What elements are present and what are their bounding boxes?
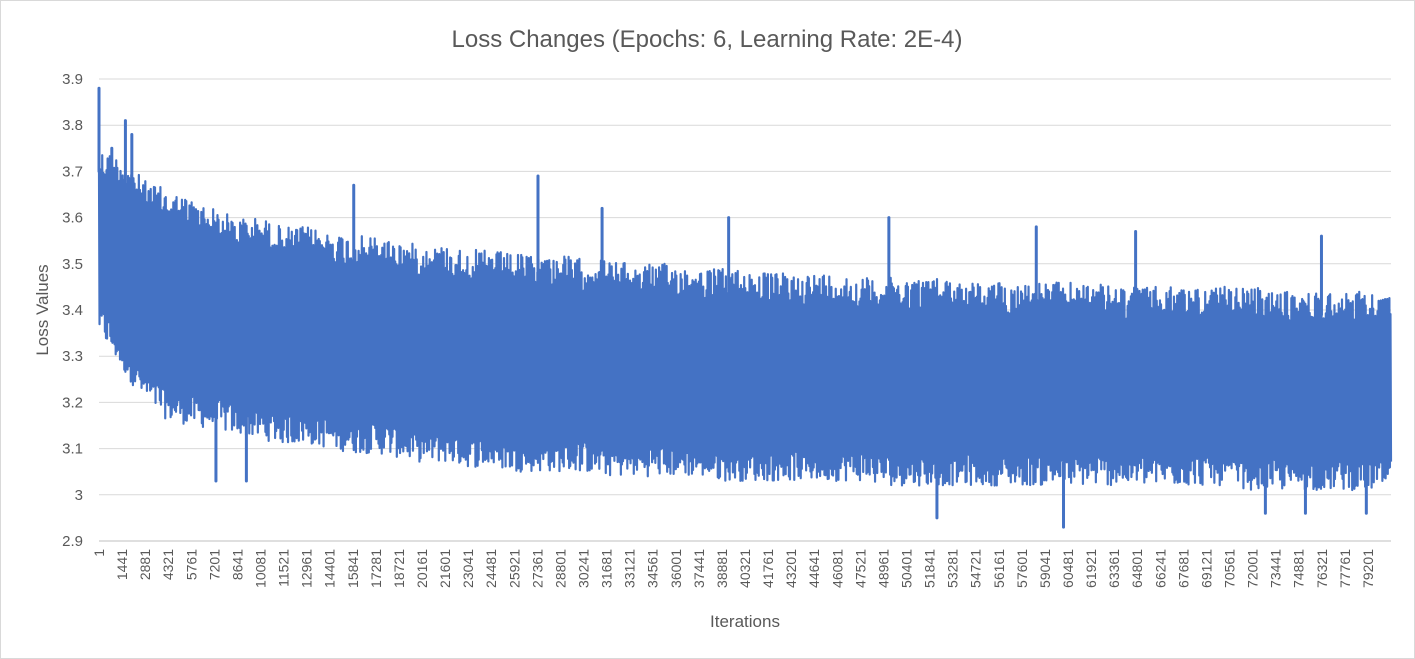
x-tick-label: 38881: [714, 549, 730, 588]
x-tick-label: 43201: [783, 549, 799, 588]
x-tick-label: 56161: [991, 549, 1007, 588]
x-tick-label: 5761: [183, 549, 199, 580]
y-tick-label: 3.3: [62, 348, 83, 365]
x-tick-label: 66241: [1152, 549, 1168, 588]
x-tick-label: 51841: [922, 549, 938, 588]
series-loss: [97, 86, 1393, 529]
x-tick-label: 30241: [576, 549, 592, 588]
y-tick-labels: 2.9 3 3.1 3.2 3.3 3.4 3.5 3.6 3.7 3.8 3.9: [62, 71, 83, 550]
y-tick-label: 2.9: [62, 533, 83, 550]
x-tick-label: 53281: [945, 549, 961, 588]
x-tick-label: 61921: [1083, 549, 1099, 588]
x-tick-label: 27361: [529, 549, 545, 588]
x-tick-label: 76321: [1314, 549, 1330, 588]
x-tick-label: 25921: [506, 549, 522, 588]
x-tick-label: 60481: [1060, 549, 1076, 588]
x-tick-label: 31681: [599, 549, 615, 588]
x-tick-label: 77761: [1337, 549, 1353, 588]
y-tick-label: 3.1: [62, 441, 83, 458]
x-tick-label: 70561: [1222, 549, 1238, 588]
x-tick-labels: 1 1441 2881 4321 5761 7201 8641 10081 11521 12961…: [91, 549, 1376, 588]
y-tick-label: 3.2: [62, 394, 83, 411]
x-tick-label: 23041: [460, 549, 476, 588]
x-tick-label: 28801: [552, 549, 568, 588]
x-tick-label: 7201: [206, 549, 222, 580]
y-axis-title: Loss Values: [33, 264, 52, 355]
x-tick-label: 10081: [253, 549, 269, 588]
y-tick-label: 3.5: [62, 256, 83, 273]
x-tick-label: 64801: [1129, 549, 1145, 588]
chart-title: Loss Changes (Epochs: 6, Learning Rate: …: [452, 26, 963, 53]
x-tick-label: 67681: [1175, 549, 1191, 588]
x-tick-label: 37441: [691, 549, 707, 588]
x-tick-label: 41761: [760, 549, 776, 588]
x-tick-label: 69121: [1198, 549, 1214, 588]
x-tick-label: 1441: [114, 549, 130, 580]
x-tick-label: 18721: [391, 549, 407, 588]
x-tick-label: 15841: [345, 549, 361, 588]
y-tick-label: 3.7: [62, 163, 83, 180]
x-tick-label: 14401: [322, 549, 338, 588]
x-tick-label: 2881: [137, 549, 153, 580]
x-tick-label: 74881: [1291, 549, 1307, 588]
x-tick-label: 21601: [437, 549, 453, 588]
x-tick-label: 50401: [899, 549, 915, 588]
x-tick-label: 34561: [645, 549, 661, 588]
y-tick-label: 3.9: [62, 71, 83, 88]
y-tick-label: 3.4: [62, 302, 83, 319]
x-tick-label: 11521: [276, 549, 292, 587]
x-tick-label: 72001: [1245, 549, 1261, 588]
y-tick-label: 3: [75, 487, 83, 504]
x-tick-label: 59041: [1037, 549, 1053, 588]
x-tick-label: 33121: [622, 549, 638, 588]
x-tick-label: 57601: [1014, 549, 1030, 588]
x-tick-label: 17281: [368, 549, 384, 588]
series-line: [97, 154, 1393, 492]
x-tick-label: 40321: [737, 549, 753, 588]
x-tick-label: 54721: [968, 549, 984, 588]
x-tick-label: 47521: [852, 549, 868, 588]
x-tick-label: 8641: [229, 549, 245, 580]
x-tick-label: 20161: [414, 549, 430, 588]
y-tick-label: 3.6: [62, 210, 83, 227]
y-tick-label: 3.8: [62, 117, 83, 134]
x-tick-label: 79201: [1360, 549, 1376, 588]
x-tick-label: 44641: [806, 549, 822, 588]
x-tick-label: 46081: [829, 549, 845, 588]
x-tick-label: 12961: [299, 549, 315, 588]
x-tick-label: 73441: [1268, 549, 1284, 588]
x-tick-label: 4321: [160, 549, 176, 580]
x-axis-title: Iterations: [710, 612, 780, 631]
x-tick-label: 24481: [483, 549, 499, 588]
x-tick-label: 36001: [668, 549, 684, 588]
x-tick-label: 48961: [875, 549, 891, 588]
x-tick-label: 1: [91, 549, 107, 557]
x-tick-label: 63361: [1106, 549, 1122, 588]
